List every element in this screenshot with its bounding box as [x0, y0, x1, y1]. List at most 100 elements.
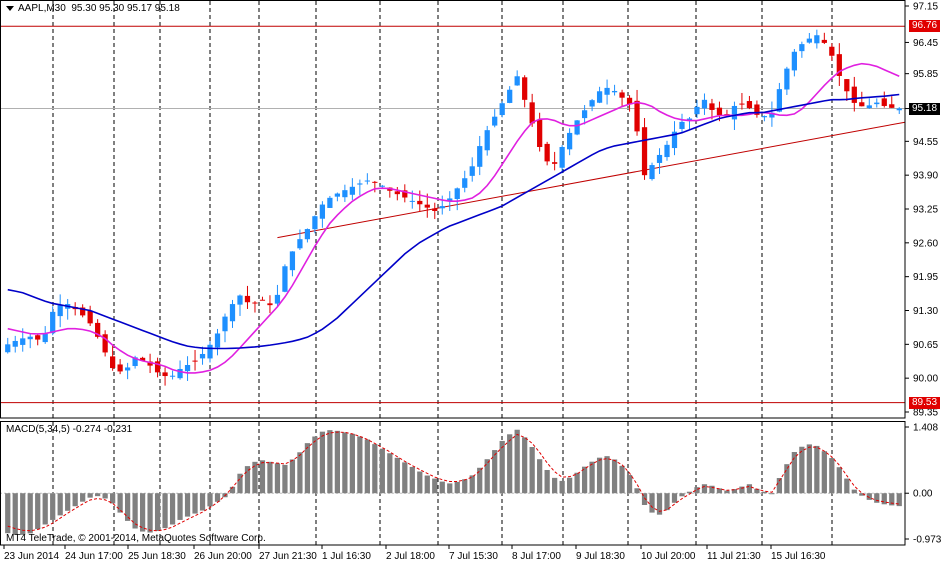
candle-body — [559, 146, 565, 168]
candle-body — [754, 104, 760, 115]
candle-body — [357, 183, 363, 185]
macd-bar — [304, 443, 311, 494]
candles — [5, 29, 902, 386]
candle-body — [694, 106, 700, 115]
macd-bar — [626, 474, 633, 494]
candle-body — [259, 299, 266, 301]
candle-body — [611, 90, 618, 93]
price-tick-label: 94.55 — [913, 137, 938, 148]
macd-bar — [462, 479, 468, 494]
macd-bar — [312, 436, 318, 494]
macd-bar — [814, 445, 820, 494]
macd-bar — [477, 467, 483, 494]
candle-body — [552, 162, 558, 164]
macd-bar — [634, 488, 640, 494]
price-tick-label: 91.95 — [913, 272, 938, 283]
candle-body — [50, 311, 56, 334]
macd-axis: 1.408 0.00 -0.973 — [905, 423, 942, 546]
macd-bar — [499, 440, 505, 494]
macd-bar — [566, 477, 573, 494]
candle-body — [776, 89, 783, 112]
candle-body — [462, 178, 468, 188]
macd-bar — [799, 446, 805, 494]
macd-panel-frame — [0, 421, 906, 546]
time-tick-label: 25 Jun 18:30 — [128, 551, 186, 562]
candle-body — [836, 54, 842, 76]
candle-body — [656, 154, 663, 163]
candle-body — [589, 100, 595, 107]
price-tick-label: 89.35 — [913, 408, 938, 419]
macd-tick-label: 1.408 — [913, 423, 938, 434]
macd-bar — [124, 493, 131, 521]
macd-bar — [162, 493, 168, 529]
macd-bar — [454, 481, 460, 494]
candle-body — [581, 110, 588, 119]
candle-body — [289, 251, 296, 271]
time-tick-label: 26 Jun 20:00 — [194, 551, 252, 562]
symbol-label: AAPL,M30 — [18, 3, 66, 14]
candle-body — [671, 131, 678, 149]
candle-body — [866, 105, 872, 109]
price-tick-label: 90.00 — [913, 374, 938, 385]
macd-bar — [349, 433, 355, 494]
macd-bar — [604, 456, 610, 494]
slow-ma-line — [7, 93, 900, 350]
horizontal-levels — [0, 25, 905, 404]
macd-bar — [102, 493, 108, 499]
macd-bar — [851, 489, 857, 494]
candle-body — [372, 181, 378, 183]
candle-body — [821, 39, 827, 43]
macd-bar — [709, 485, 715, 494]
macd-bar — [716, 488, 723, 494]
candle-body — [274, 294, 281, 304]
candle-body — [424, 204, 430, 208]
macd-bar — [207, 493, 213, 507]
macd-bar — [267, 461, 273, 494]
price-tag-resistance: 96.76 — [909, 20, 940, 33]
candle-body — [409, 200, 415, 202]
price-tag-support: 89.53 — [909, 396, 940, 409]
candle-body — [492, 116, 498, 126]
macd-bar — [791, 452, 797, 494]
macd-bar — [537, 459, 543, 494]
macd-bar — [65, 493, 71, 511]
macd-bar — [259, 460, 266, 494]
macd-bar — [641, 493, 648, 505]
ohlc-values: 95.30 95.30 95.17 95.18 — [71, 3, 180, 14]
macd-bar — [342, 432, 348, 494]
candle-body — [859, 102, 865, 107]
macd-bar — [522, 437, 528, 494]
macd-bar — [95, 493, 101, 497]
time-tick-label: 23 Jun 2014 — [4, 551, 59, 562]
macd-bar — [147, 493, 153, 533]
candle-body — [110, 356, 116, 369]
macd-bar — [529, 447, 535, 494]
candle-body — [851, 86, 857, 103]
candle-body — [761, 116, 768, 118]
macd-bar — [357, 436, 363, 494]
macd-bar — [581, 466, 588, 494]
candle-body — [746, 101, 753, 109]
candle-body — [522, 77, 528, 100]
candle-body — [544, 143, 550, 162]
candle-body — [80, 307, 86, 316]
time-tick-label: 1 Jul 16:30 — [322, 551, 371, 562]
dropdown-arrow-icon[interactable] — [6, 5, 14, 11]
macd-bar — [394, 457, 400, 494]
macd-bar — [289, 459, 296, 494]
candle-body — [499, 103, 505, 116]
candle-body — [87, 310, 93, 324]
time-tick-label: 2 Jul 18:00 — [386, 551, 435, 562]
chart-header[interactable]: AAPL,M30 95.30 95.30 95.17 95.18 — [6, 3, 180, 14]
candle-body — [35, 335, 41, 340]
macd-bar — [387, 453, 393, 494]
macd-bar — [27, 493, 33, 534]
candle-body — [267, 303, 273, 306]
candle-body — [596, 91, 603, 103]
macd-bar — [35, 493, 41, 530]
macd-bar — [334, 430, 341, 494]
time-tick-label: 10 Jul 20:00 — [641, 551, 696, 562]
macd-bar — [199, 493, 206, 511]
macd-bar — [244, 466, 251, 494]
